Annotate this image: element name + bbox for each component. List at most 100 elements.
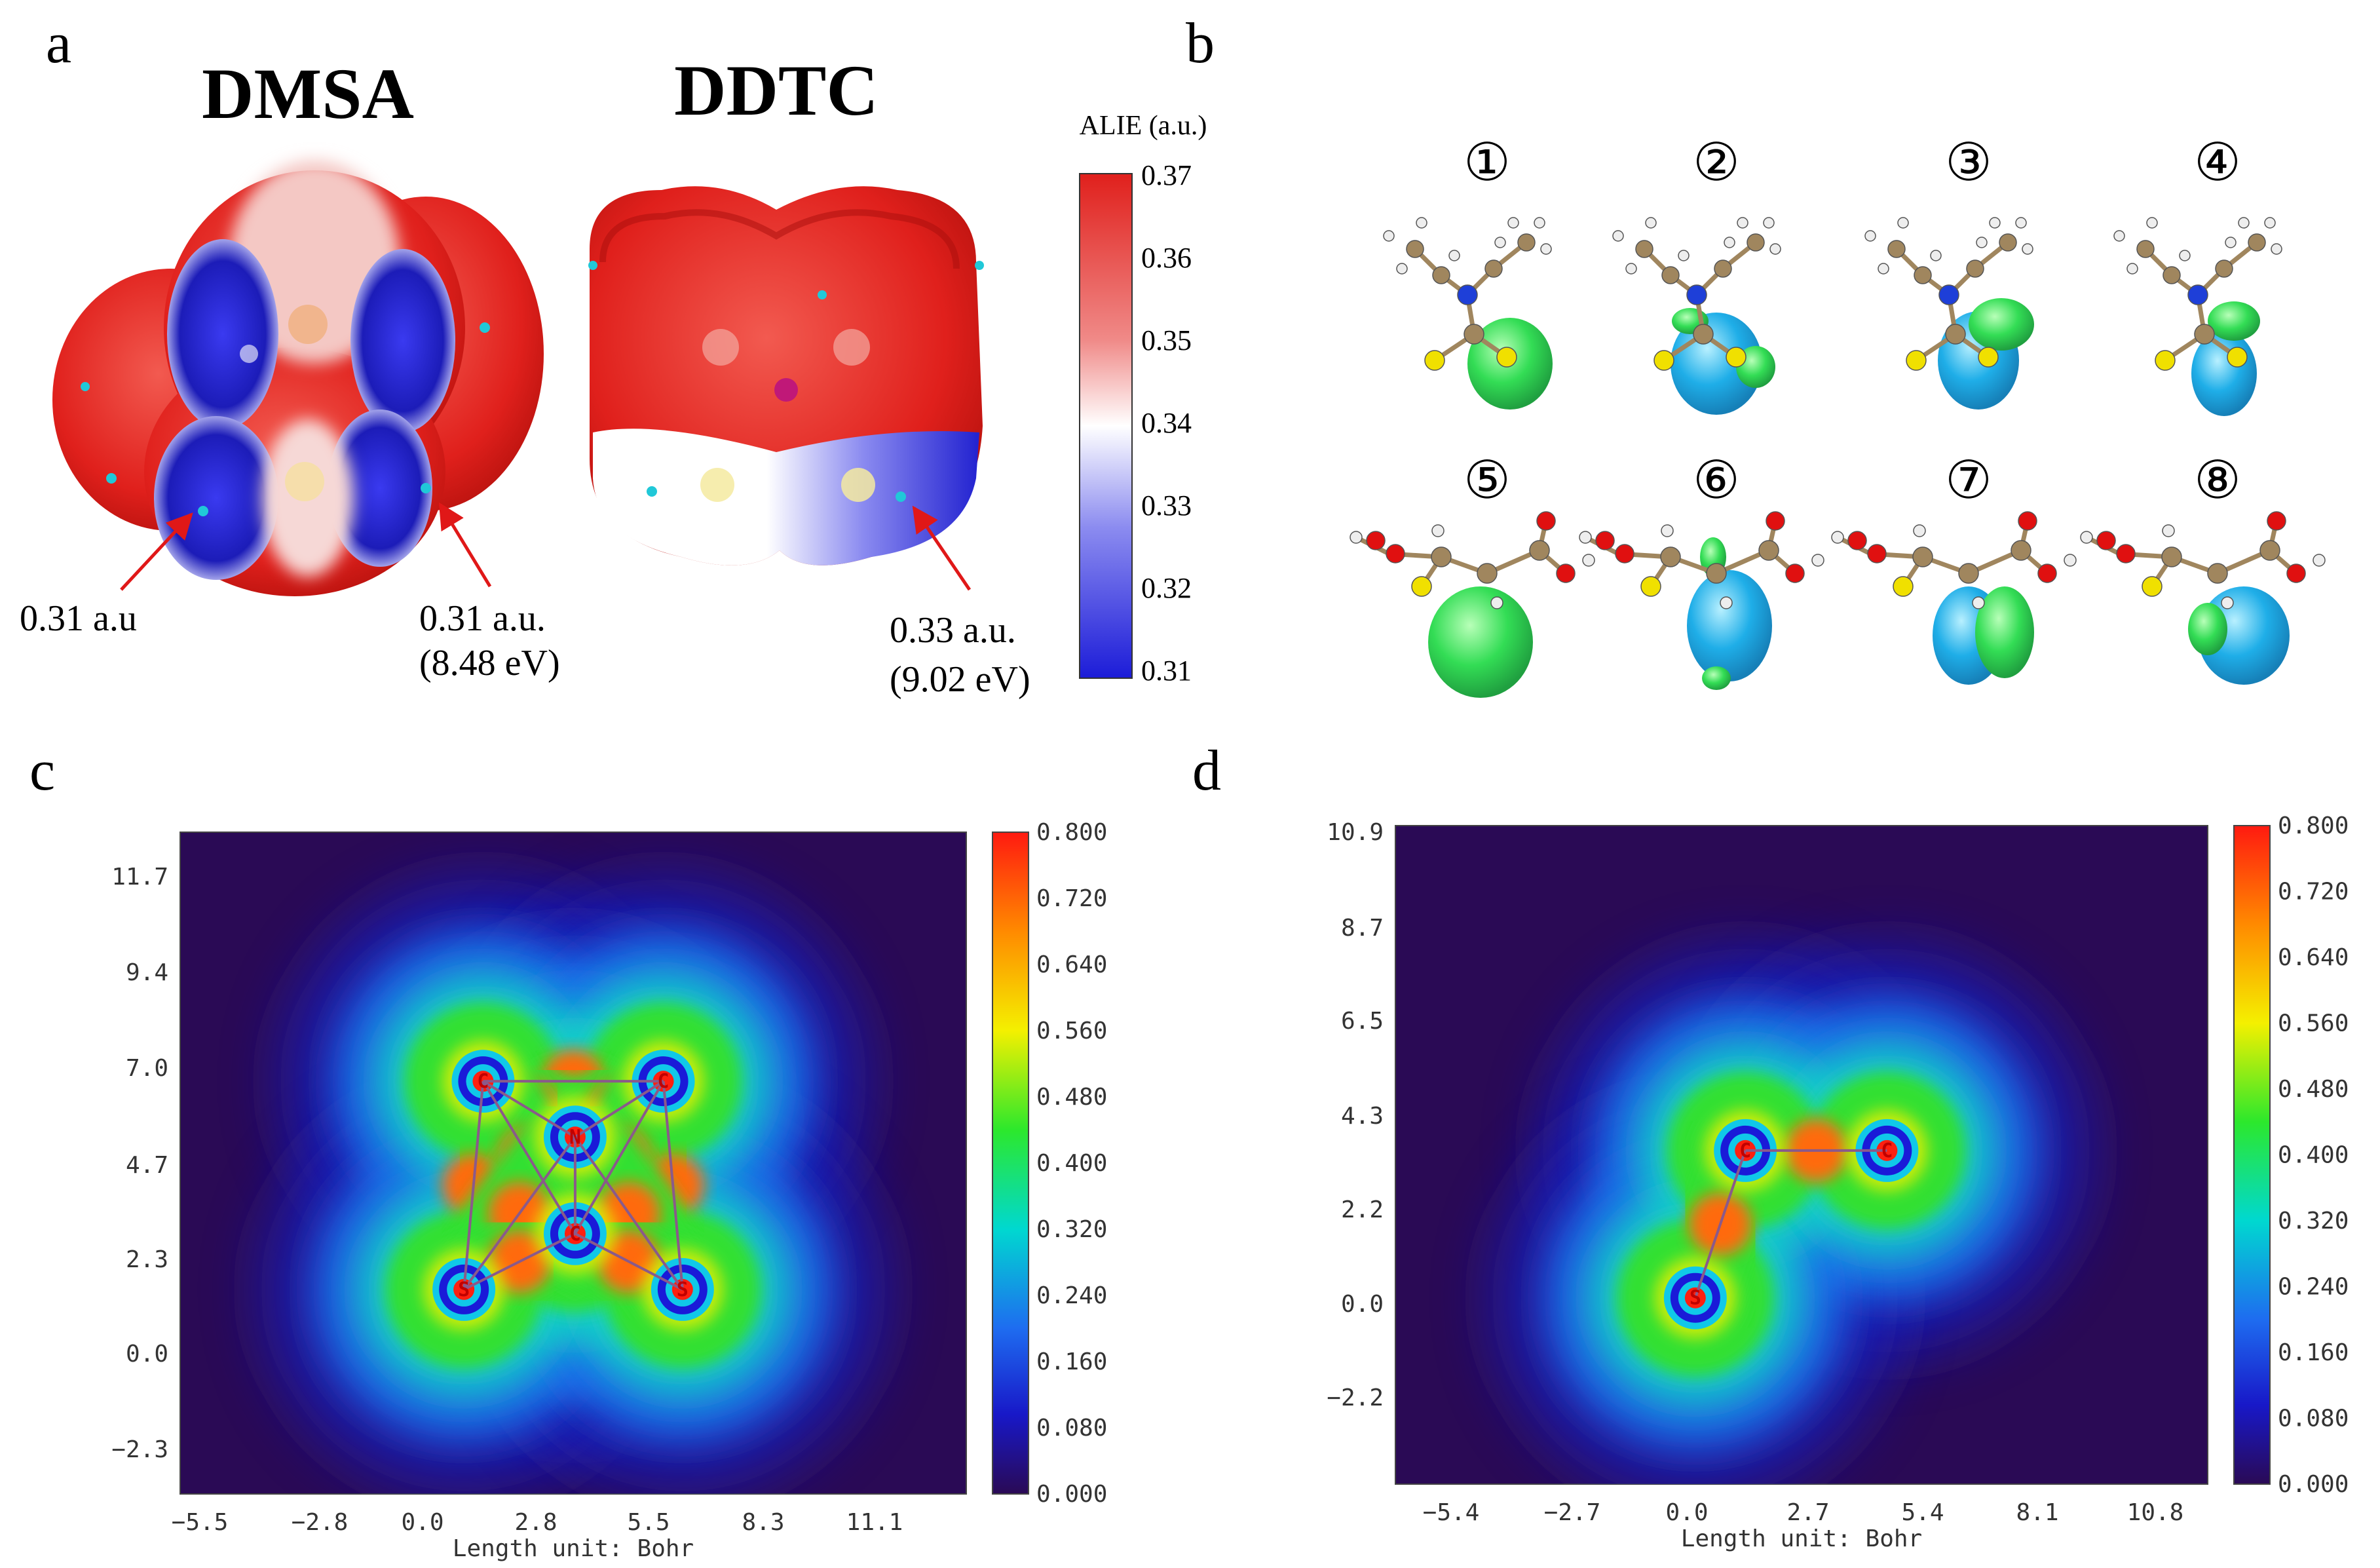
x-tick-label: 5.5 bbox=[627, 1509, 670, 1536]
x-tick-label: 5.4 bbox=[1901, 1499, 1944, 1526]
colorbar-tick: 0.000 bbox=[1036, 1481, 1107, 1508]
y-tick-label: 2.2 bbox=[1341, 1196, 1384, 1223]
dmsa-orbital bbox=[1831, 511, 2077, 685]
alie-tick: 0.36 bbox=[1141, 242, 1192, 274]
arrow-3 bbox=[912, 505, 972, 591]
y-tick-label: −2.2 bbox=[1327, 1385, 1384, 1411]
colorbar-tick: 0.560 bbox=[2278, 1010, 2349, 1037]
colorbar-tick: 0.000 bbox=[2278, 1471, 2349, 1498]
colorbar-tick: 0.320 bbox=[2278, 1208, 2349, 1234]
panel-b: b ① ② ③ ④ ⑤ ⑥ ⑦ ⑧ bbox=[1186, 12, 2326, 698]
y-tick-label: 0.0 bbox=[1341, 1291, 1384, 1318]
ddtc-title: DDTC bbox=[674, 50, 878, 130]
orbital-label: ① bbox=[1464, 132, 1511, 193]
orbital-label: ④ bbox=[2194, 132, 2241, 193]
alie-tick: 0.37 bbox=[1141, 159, 1192, 191]
colorbar-tick: 0.240 bbox=[2278, 1274, 2349, 1301]
panel-a-letter: a bbox=[46, 12, 71, 75]
x-tick-label: −5.4 bbox=[1423, 1499, 1480, 1526]
atom-label: S bbox=[458, 1278, 470, 1301]
y-tick-label: 2.3 bbox=[126, 1246, 168, 1273]
bond-line bbox=[463, 1136, 576, 1291]
bond-line bbox=[1693, 1150, 1747, 1299]
x-tick-label: 2.8 bbox=[514, 1509, 557, 1536]
arrow-2 bbox=[438, 502, 492, 588]
y-tick-label: 10.9 bbox=[1327, 819, 1384, 846]
x-tick-label: 2.7 bbox=[1786, 1499, 1829, 1526]
panel-d-letter: d bbox=[1192, 739, 1221, 803]
ddtc-alie-surface bbox=[588, 186, 984, 565]
density-layer bbox=[261, 878, 886, 1493]
colorbar-tick: 0.480 bbox=[2278, 1076, 2349, 1103]
y-tick-label: 4.3 bbox=[1341, 1103, 1384, 1130]
orbital-labels: ① ② ③ ④ ⑤ ⑥ ⑦ ⑧ bbox=[1464, 132, 2241, 510]
orbital-label: ⑥ bbox=[1693, 449, 1740, 510]
dmsa-alie-surface bbox=[52, 161, 544, 596]
atom-label: N bbox=[569, 1126, 581, 1149]
x-tick-label: −2.8 bbox=[292, 1509, 349, 1536]
colorbar-tick: 0.320 bbox=[1036, 1216, 1107, 1243]
x-axis-label: Length unit: Bohr bbox=[453, 1535, 694, 1562]
x-axis-label: Length unit: Bohr bbox=[1681, 1525, 1922, 1552]
x-tick-label: 0.0 bbox=[1665, 1499, 1708, 1526]
colorbar-tick: 0.080 bbox=[1036, 1415, 1107, 1442]
orbital-label: ⑤ bbox=[1464, 449, 1511, 510]
panel-c-letter: c bbox=[29, 739, 55, 803]
bond-line bbox=[574, 1136, 684, 1291]
density-layer bbox=[1492, 947, 2090, 1484]
ddtc-orbital bbox=[1864, 217, 2034, 410]
ddtc-density-map: C C N C S S 11.7 9.4 7.0 4.7 2.3 0.0 −2.3 −5.5 −2.8 0.0… bbox=[111, 819, 1107, 1562]
orbital-label: ③ bbox=[1945, 132, 1992, 193]
arrow-1 bbox=[120, 512, 193, 591]
dmsa-title: DMSA bbox=[202, 54, 414, 134]
orbital-label: ⑧ bbox=[2194, 449, 2241, 510]
dmsa-orbital bbox=[1579, 511, 1824, 690]
orbital-label: ② bbox=[1693, 132, 1740, 193]
x-tick-label: −5.5 bbox=[172, 1509, 229, 1536]
x-tick-label: 10.8 bbox=[2127, 1499, 2184, 1526]
colorbar-tick: 0.400 bbox=[2278, 1142, 2349, 1169]
alie-tick: 0.35 bbox=[1141, 324, 1192, 356]
colorbar-tick: 0.400 bbox=[1036, 1150, 1107, 1177]
atom-label: C bbox=[1881, 1139, 1893, 1162]
annotation-1: 0.31 a.u bbox=[20, 598, 137, 639]
y-tick-label: 9.4 bbox=[126, 959, 168, 986]
x-tick-label: 0.0 bbox=[401, 1509, 444, 1536]
ddtc-orbital bbox=[1383, 217, 1553, 410]
annotation-2-line2: (8.48 eV) bbox=[419, 643, 560, 683]
panel-d: d C C S 10.9 8.7 6.5 4.3 2.2 0.0 −2.2 −5.4 −2.7 0.0 2… bbox=[1192, 739, 2349, 1552]
annotation-3-line2: (9.02 eV) bbox=[890, 659, 1030, 700]
density-colorbar bbox=[992, 832, 1029, 1495]
alie-tick: 0.31 bbox=[1141, 655, 1192, 687]
y-tick-label: 7.0 bbox=[126, 1055, 168, 1082]
colorbar-tick: 0.640 bbox=[1036, 951, 1107, 978]
alie-colorbar-ticks: 0.37 0.36 0.35 0.34 0.33 0.32 0.31 bbox=[1141, 159, 1192, 687]
colorbar-tick: 0.720 bbox=[1036, 885, 1107, 912]
annotation-2-line1: 0.31 a.u. bbox=[419, 598, 546, 639]
alie-colorbar bbox=[1079, 173, 1133, 679]
annotation-3-line1: 0.33 a.u. bbox=[890, 610, 1016, 651]
alie-tick: 0.32 bbox=[1141, 572, 1192, 604]
colorbar-tick: 0.240 bbox=[1036, 1282, 1107, 1309]
colorbar-tick: 0.080 bbox=[2278, 1405, 2349, 1432]
density-colorbar bbox=[2233, 825, 2271, 1485]
y-tick-label: 6.5 bbox=[1341, 1008, 1384, 1035]
atom-label: S bbox=[1690, 1287, 1701, 1310]
dmsa-density-map: C C S 10.9 8.7 6.5 4.3 2.2 0.0 −2.2 −5.4 −2.7 0.0 2.7… bbox=[1327, 813, 2349, 1552]
alie-colorbar-title: ALIE (a.u.) bbox=[1080, 111, 1207, 141]
atom-label: S bbox=[677, 1278, 689, 1301]
ddtc-orbital bbox=[1612, 217, 1781, 415]
ddtc-orbital bbox=[2113, 217, 2282, 416]
colorbar-tick: 0.720 bbox=[2278, 879, 2349, 906]
colorbar-tick: 0.160 bbox=[2278, 1339, 2349, 1366]
panel-a: a DMSA DDTC bbox=[20, 12, 1207, 700]
atom-label: C bbox=[569, 1223, 581, 1246]
y-tick-label: 0.0 bbox=[126, 1341, 168, 1367]
alie-tick: 0.33 bbox=[1141, 489, 1192, 522]
dmsa-orbital bbox=[1350, 511, 1595, 698]
alie-tick: 0.34 bbox=[1141, 407, 1192, 439]
bond-line bbox=[574, 1080, 665, 1234]
bond-line bbox=[463, 1233, 576, 1291]
x-tick-label: 11.1 bbox=[846, 1509, 903, 1536]
